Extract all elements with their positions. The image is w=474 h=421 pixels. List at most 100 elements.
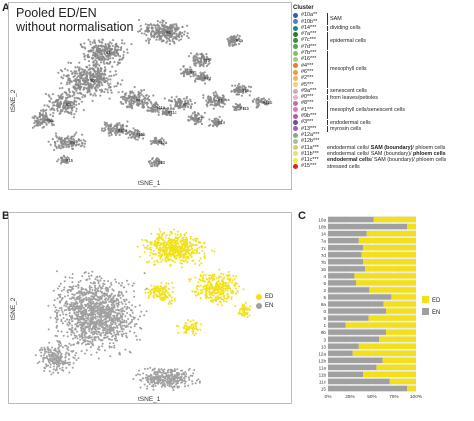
legend-group-bracket	[327, 88, 328, 94]
bar-ed-6	[356, 280, 416, 286]
cluster-label: #11b	[240, 106, 250, 111]
legend-item: #12b***	[293, 138, 473, 144]
cluster-11b	[232, 102, 245, 112]
legend-label: #4***	[301, 62, 314, 69]
category-tick: 12a	[318, 351, 326, 356]
legend-en-label: EN	[265, 302, 274, 309]
bar-ed-12b	[382, 357, 416, 363]
cluster-1	[79, 38, 133, 69]
legend-item: #7d***	[293, 44, 473, 50]
legend-item: #3***	[293, 119, 473, 125]
bar-ed-14	[366, 230, 416, 237]
bar-en-6	[328, 280, 357, 286]
bar-ed-0	[386, 308, 416, 314]
legend-item: #6***	[293, 69, 473, 75]
legend-label: #2***	[301, 75, 314, 82]
annotation-part: stressed cells	[327, 163, 360, 170]
cluster-label: #5	[183, 102, 188, 107]
panel-c-chart: 10a 10b 14 7a 7c 7d 7b 16 4 6 2 5 9a 0 8 1 9b 3 13 12a 12b 11…	[318, 216, 441, 400]
panel-a-xlabel: tSNE_1	[138, 180, 161, 187]
x-tick: 50%	[367, 394, 377, 400]
category-tick: 11c	[319, 380, 327, 385]
legend-swatch	[293, 145, 298, 151]
legend-label: #10b**	[301, 18, 318, 25]
legend-label: #13***	[301, 125, 317, 132]
bar-en-15	[328, 385, 408, 392]
legend-label: #12a***	[301, 131, 320, 138]
legend-rows: #10a** #10b** #14*** #7a*** #7c*** #7d*** #7b*…	[293, 12, 473, 169]
legend-swatch	[293, 69, 298, 75]
bar-en-3	[328, 336, 380, 342]
panel-b-letter: B	[2, 210, 10, 222]
legend-c-label: ED	[432, 298, 441, 304]
cluster-7c	[179, 65, 196, 78]
bar-en-9b	[328, 329, 387, 335]
legend-ed-dot	[256, 293, 262, 300]
legend-group-label: SAM	[330, 15, 342, 22]
legend-item: #9a***	[293, 88, 473, 94]
legend-swatch	[293, 25, 298, 31]
bar-en-1	[328, 322, 346, 328]
cluster-7a	[226, 34, 242, 48]
cluster-label: #11c	[168, 110, 177, 115]
legend-ed-label: ED	[265, 293, 274, 300]
legend-group-bracket	[327, 25, 328, 31]
category-tick: 7a	[321, 239, 327, 244]
legend-item: #10b**	[293, 19, 473, 25]
category-tick: 11a	[319, 365, 327, 370]
annotation-part: phloem cells	[413, 151, 446, 158]
category-tick: 6	[323, 281, 326, 286]
cluster-label: #3	[66, 102, 71, 107]
annotation-part: endodermal cells/	[327, 144, 371, 151]
category-tick: 11b	[319, 372, 327, 377]
legend-group-label: endodermal cells	[330, 119, 371, 126]
cluster-8	[47, 131, 87, 152]
cluster-0	[57, 56, 124, 103]
legend-swatch	[293, 101, 298, 107]
bar-en-12b	[328, 357, 383, 363]
x-tick: 0%	[325, 394, 333, 400]
bar-en-5	[328, 294, 392, 300]
legend-swatch	[293, 138, 298, 144]
cluster-9b	[31, 109, 56, 129]
x-tick: 100%	[410, 394, 423, 400]
bar-ed-7d	[361, 252, 416, 258]
legend-group-bracket	[327, 31, 328, 50]
cluster-12b	[251, 96, 271, 109]
panel-a-letter: A	[2, 2, 10, 14]
legend-group-label: epidermal cells	[330, 37, 366, 44]
bar-en-14	[328, 230, 367, 237]
cluster-label: #13	[158, 160, 166, 165]
bar-en-13	[328, 343, 359, 349]
en-points	[34, 270, 201, 391]
annotation-part: SAM (boundary)	[370, 144, 413, 151]
x-tick: 75%	[389, 394, 399, 400]
legend-item: #15***	[293, 163, 473, 169]
cluster-label: #7b	[203, 58, 211, 63]
legend-label: #5***	[301, 81, 314, 88]
bar-en-9a	[328, 301, 384, 307]
legend-label: #10a**	[301, 12, 318, 19]
bar-ed-13	[358, 343, 416, 349]
bar-en-7c	[328, 245, 364, 251]
category-tick: 7c	[321, 246, 327, 251]
legend-swatch	[293, 19, 298, 25]
cluster-label: #11a	[156, 105, 166, 110]
cluster-label: #7a	[236, 38, 244, 43]
legend-swatch	[293, 75, 298, 81]
panel-c-letter: C	[298, 210, 306, 222]
legend-swatch	[293, 132, 298, 138]
cluster-15	[56, 154, 70, 165]
category-tick: 14	[321, 232, 327, 237]
legend-item: #5***	[293, 82, 473, 88]
legend-group-bracket	[327, 50, 328, 88]
cluster-label: #7d	[204, 76, 212, 81]
category-tick: 9a	[321, 302, 327, 307]
legend-swatch	[293, 157, 298, 163]
legend-label: #3***	[301, 119, 314, 126]
bar-en-10b	[328, 223, 408, 230]
panel-a-title-line2: without normalisation	[16, 20, 134, 34]
panel-a-ylabel: tSNE_2	[10, 89, 17, 112]
bar-ed-2	[369, 287, 416, 293]
category-tick: 16	[321, 267, 327, 272]
